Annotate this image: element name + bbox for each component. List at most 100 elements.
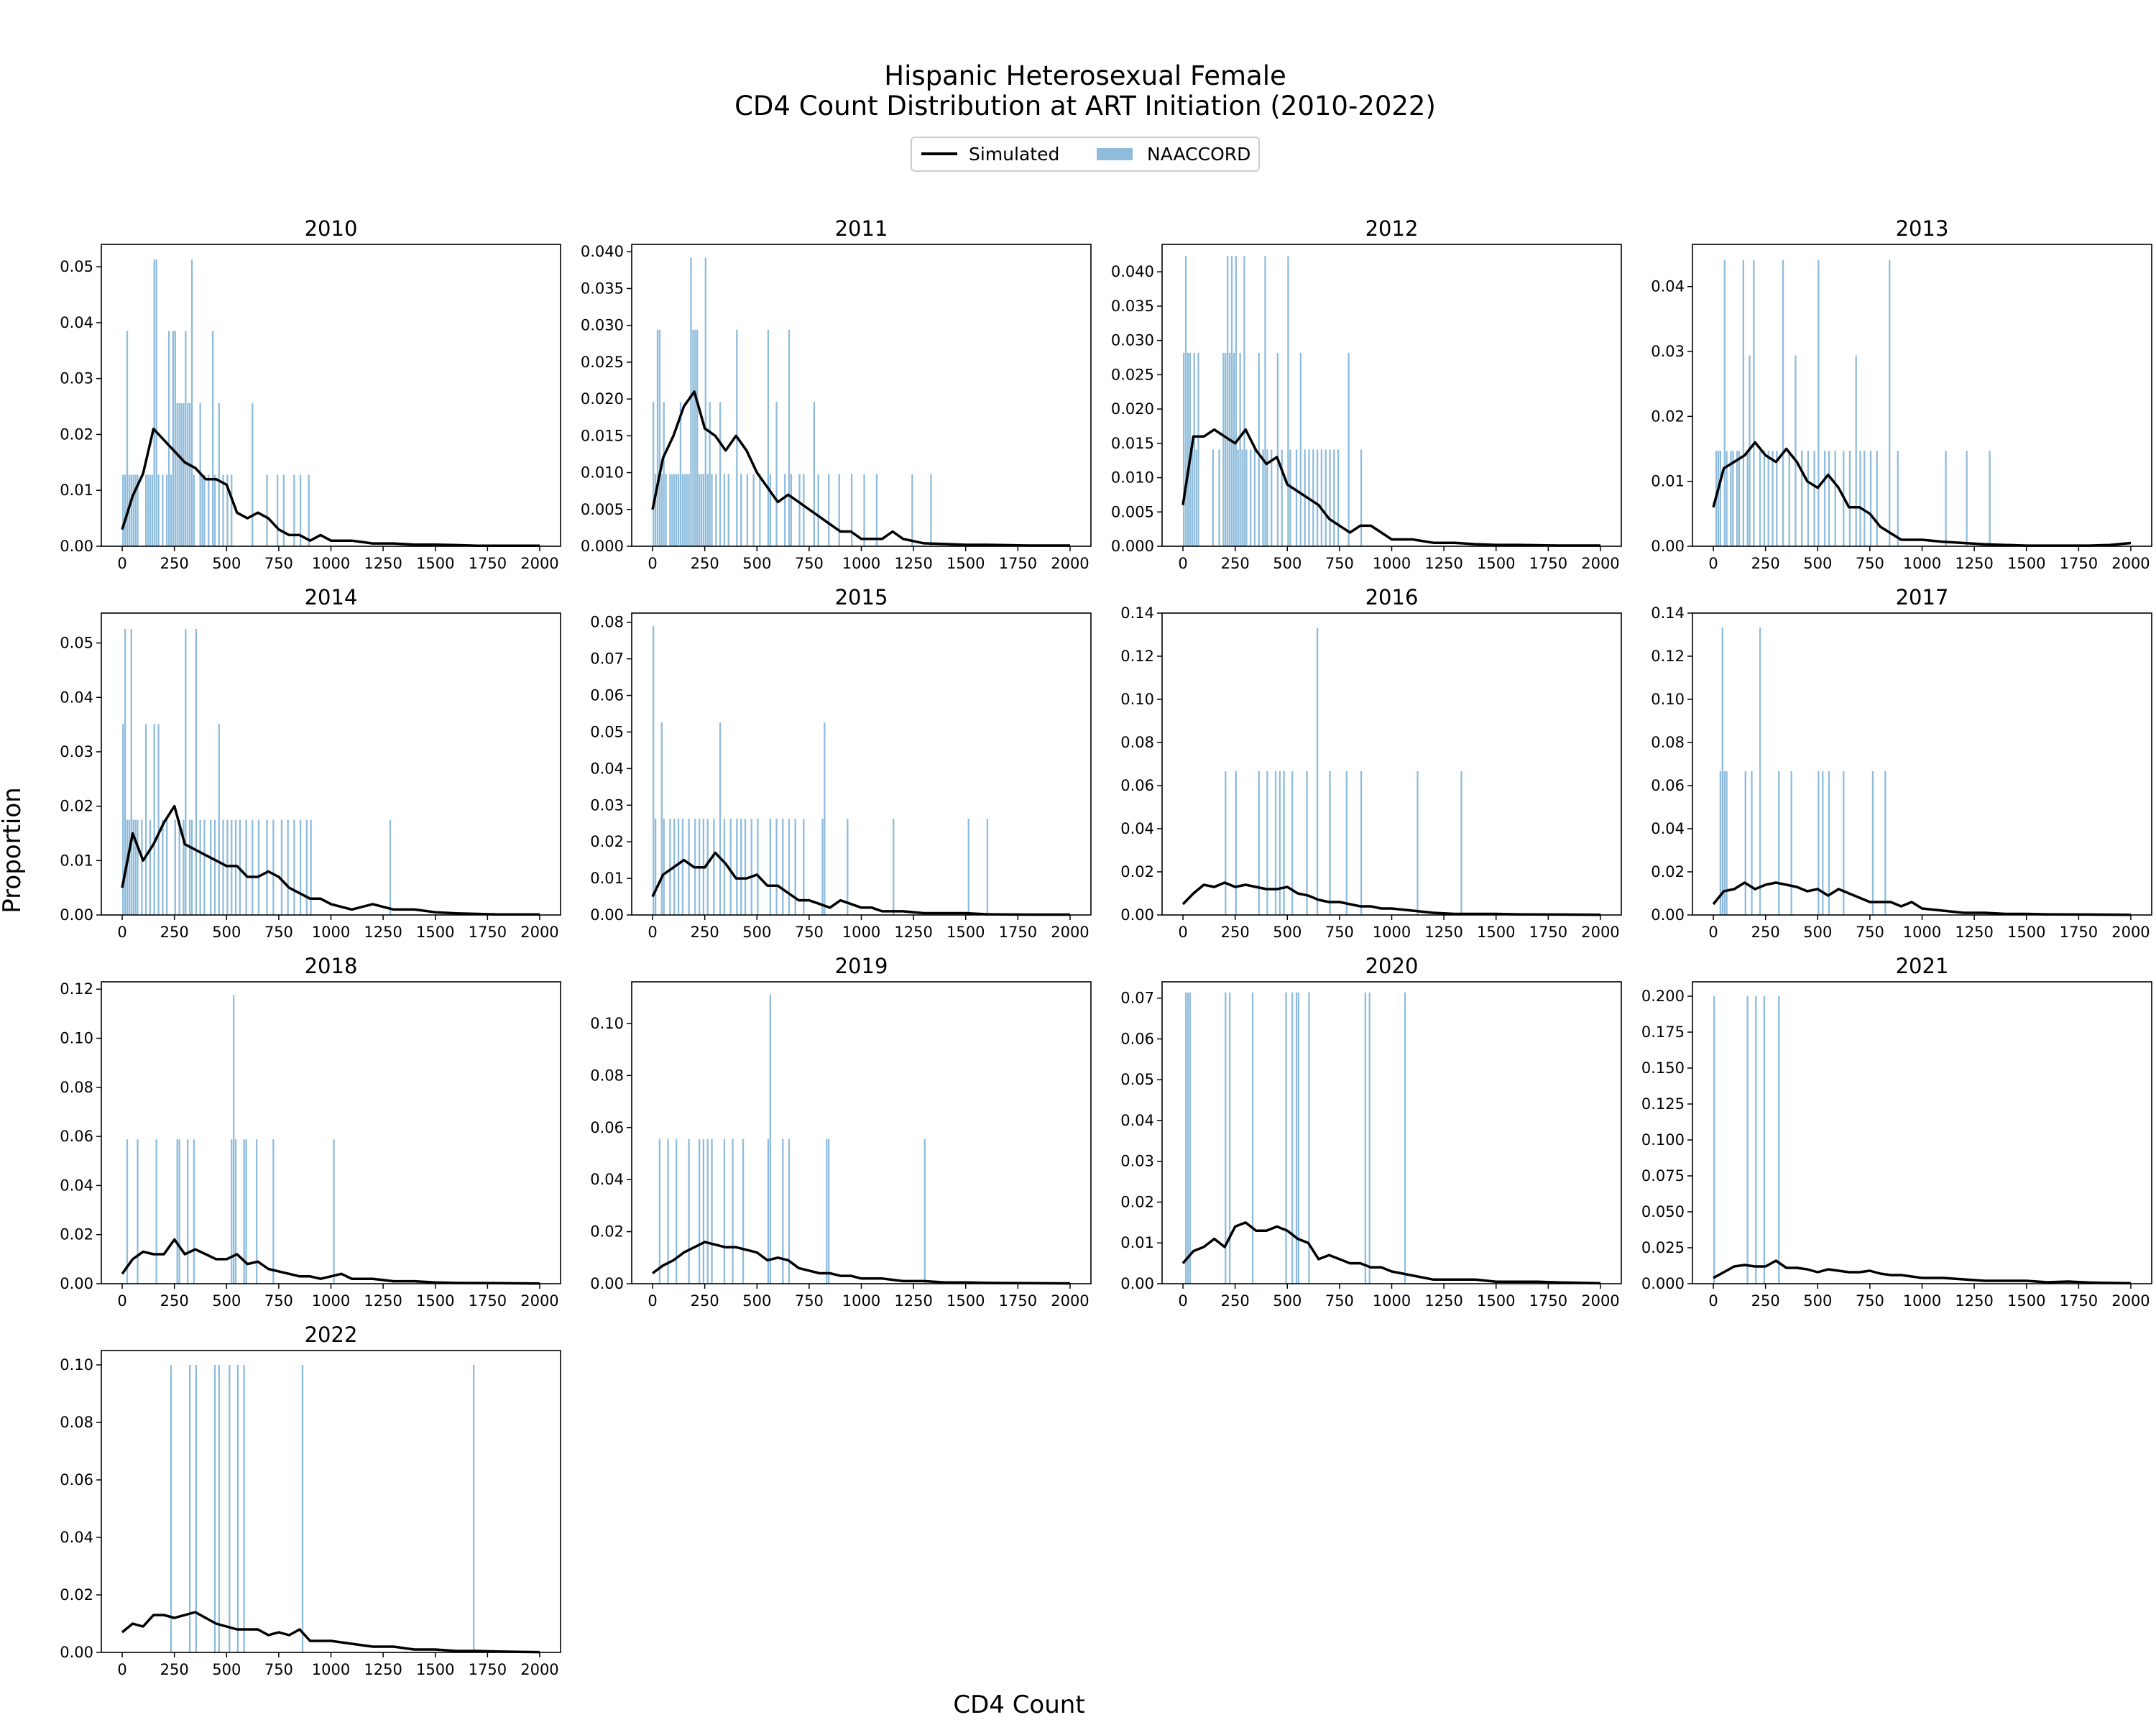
naaccord-bar: [679, 402, 682, 546]
x-tick-label: 250: [691, 924, 719, 941]
y-tick-label: 0.00: [1651, 538, 1685, 555]
panel-title: 2012: [1365, 216, 1419, 241]
naaccord-bar: [1767, 451, 1769, 546]
panel-2018: 2018 0 250 500 750 1000 1250 1500 1750 2000 0.00 0.…: [60, 954, 561, 1310]
naaccord-bar: [1287, 256, 1289, 546]
y-tick-label: 0.00: [60, 1275, 93, 1292]
naaccord-bar: [149, 474, 152, 546]
naaccord-bar: [272, 1139, 275, 1284]
naaccord-bar: [157, 474, 160, 546]
naaccord-bar: [727, 474, 729, 546]
x-tick-label: 250: [160, 1661, 189, 1678]
x-tick-label: 1750: [1529, 1292, 1567, 1310]
y-tick-label: 0.100: [1641, 1131, 1685, 1149]
x-tick-label: 1500: [1477, 924, 1515, 941]
x-tick-label: 2000: [1581, 924, 1619, 941]
y-tick-label: 0.08: [1120, 734, 1154, 751]
x-tick-label: 250: [1751, 924, 1780, 941]
naaccord-bar: [195, 1365, 197, 1652]
naaccord-bar: [187, 1139, 189, 1284]
x-tick-label: 1250: [1955, 1292, 1993, 1310]
naaccord-bar: [151, 474, 154, 546]
naaccord-bar: [847, 819, 849, 915]
naaccord-bar: [769, 819, 771, 915]
naaccord-bar: [967, 819, 969, 915]
y-tick-label: 0.01: [590, 870, 624, 887]
naaccord-bar: [1222, 352, 1225, 546]
naaccord-bar: [654, 819, 657, 915]
naaccord-bar: [1897, 451, 1899, 546]
panel-title: 2011: [835, 216, 888, 241]
y-tick-label: 0.06: [1120, 1030, 1154, 1047]
x-tick-label: 1000: [312, 924, 350, 941]
x-tick-label: 0: [117, 924, 126, 941]
naaccord-bar: [201, 474, 203, 546]
x-tick-label: 1250: [1424, 1292, 1462, 1310]
y-tick-label: 0.04: [60, 314, 93, 331]
naaccord-bar: [1274, 770, 1277, 915]
simulated-line: [121, 427, 540, 547]
x-tick-label: 1500: [946, 1292, 985, 1310]
y-tick-label: 0.04: [60, 1529, 93, 1546]
naaccord-bar: [126, 1139, 129, 1284]
panel-2017: 2017 0 250 500 750 1000 1250 1500 1750 2000 0.00 0.…: [1651, 585, 2152, 941]
naaccord-bar: [1197, 352, 1199, 546]
naaccord-bar: [821, 819, 824, 915]
naaccord-bar: [700, 474, 703, 546]
x-tick-label: 1250: [364, 1661, 402, 1678]
naaccord-bar: [153, 259, 155, 546]
naaccord-bar: [817, 474, 819, 546]
naaccord-bar: [145, 724, 147, 915]
x-tick-label: 500: [212, 924, 241, 941]
y-tick-label: 0.025: [1641, 1239, 1685, 1256]
x-tick-label: 0: [1708, 1292, 1718, 1310]
x-tick-label: 750: [1325, 924, 1354, 941]
naaccord-bar: [299, 819, 302, 915]
x-axis-label: CD4 Count: [953, 1690, 1084, 1719]
naaccord-bar: [1755, 996, 1757, 1284]
x-tick-label: 1750: [2060, 924, 2098, 941]
x-tick-label: 500: [742, 1292, 771, 1310]
y-tick-label: 0.200: [1641, 988, 1685, 1005]
naaccord-bar: [986, 819, 989, 915]
naaccord-bar: [1360, 770, 1363, 915]
simulated-line: [1181, 881, 1601, 916]
x-tick-label: 1750: [469, 1661, 507, 1678]
x-tick-label: 750: [264, 924, 293, 941]
y-tick-label: 0.150: [1641, 1059, 1685, 1077]
panel-2020: 2020 0 250 500 750 1000 1250 1500 1750 2000 0.00 0.…: [1120, 954, 1622, 1310]
naaccord-bar: [1312, 449, 1314, 546]
naaccord-bar: [1333, 449, 1335, 546]
y-tick-label: 0.04: [590, 1171, 624, 1188]
naaccord-bar: [681, 819, 684, 915]
y-tick-label: 0.025: [581, 354, 624, 371]
y-tick-label: 0.02: [1120, 863, 1154, 880]
naaccord-bar: [236, 1365, 239, 1652]
naaccord-bar: [824, 722, 826, 915]
naaccord-bar: [850, 474, 853, 546]
naaccord-bar: [702, 474, 705, 546]
y-tick-label: 0.01: [60, 852, 93, 869]
naaccord-bar: [122, 724, 124, 915]
naaccord-bar: [828, 474, 830, 546]
y-tick-label: 0.03: [60, 743, 93, 760]
naaccord-bar: [1228, 992, 1231, 1284]
x-tick-label: 0: [117, 1292, 126, 1310]
naaccord-bar: [229, 1365, 231, 1652]
naaccord-bar: [746, 474, 749, 546]
x-tick-label: 1000: [1373, 1292, 1411, 1310]
x-tick-label: 1750: [1529, 924, 1567, 941]
legend-simulated-label: Simulated: [969, 144, 1059, 165]
x-tick-label: 1000: [1903, 555, 1941, 572]
naaccord-bar: [299, 474, 302, 546]
legend: Simulated NAACCORD: [911, 137, 1260, 172]
simulated-line: [1181, 1221, 1601, 1285]
naaccord-bar: [190, 259, 193, 546]
naaccord-bar: [1279, 770, 1281, 915]
naaccord-bar: [676, 474, 678, 546]
naaccord-bar: [188, 819, 191, 915]
x-tick-label: 1000: [842, 555, 880, 572]
naaccord-bar: [1285, 992, 1287, 1284]
naaccord-bar: [696, 329, 699, 546]
x-tick-label: 1000: [312, 1661, 350, 1678]
